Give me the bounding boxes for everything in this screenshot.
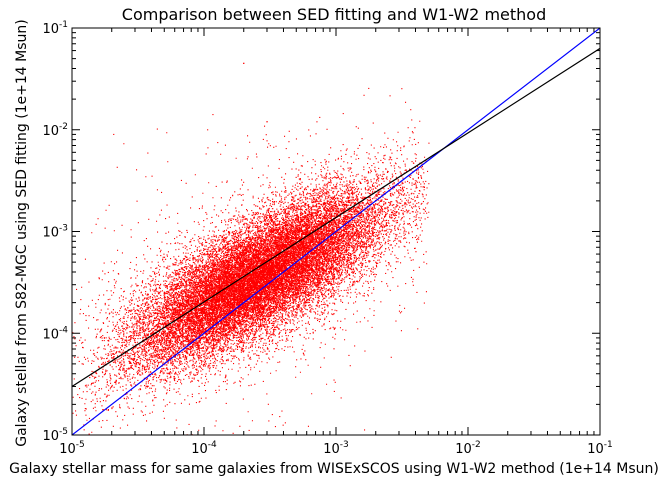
scatter-point — [243, 62, 245, 64]
fit-lines — [72, 28, 600, 435]
scatter-point-cloud — [72, 87, 430, 435]
scatter-point — [163, 355, 165, 357]
x-axis-label: Galaxy stellar mass for same galaxies fr… — [9, 461, 659, 477]
scatter-point — [203, 302, 205, 304]
scatter-point — [111, 385, 113, 388]
scatter-point — [266, 121, 268, 123]
x-tick-label: 10-2 — [455, 440, 481, 457]
chart-title: Comparison between SED fitting and W1-W2… — [122, 5, 546, 24]
y-tick-label: 10-3 — [42, 224, 68, 241]
x-tick-label: 10-4 — [191, 440, 217, 457]
y-tick-label: 10-1 — [42, 20, 68, 37]
x-tick-label: 10-5 — [59, 440, 85, 457]
scatter-point — [414, 182, 417, 184]
axis-ticks: 10-5 10-4 10-3 10-2 10-1 10-5 10-4 10-3 10-2 10-1 — [42, 20, 612, 457]
scatter-point — [243, 284, 245, 286]
y-tick-label: 10-2 — [42, 122, 68, 139]
y-tick-label: 10-4 — [42, 325, 68, 342]
y-tick-label: 10-5 — [42, 427, 68, 444]
y-axis-label: Galaxy stellar from S82-MGC using SED fi… — [14, 19, 30, 447]
blue-line — [72, 28, 600, 435]
x-tick-label: 10-3 — [323, 440, 349, 457]
x-tick-label: 10-1 — [587, 440, 613, 457]
black-line — [72, 47, 600, 387]
scatter-point — [295, 253, 297, 255]
scatter-points — [72, 62, 430, 435]
